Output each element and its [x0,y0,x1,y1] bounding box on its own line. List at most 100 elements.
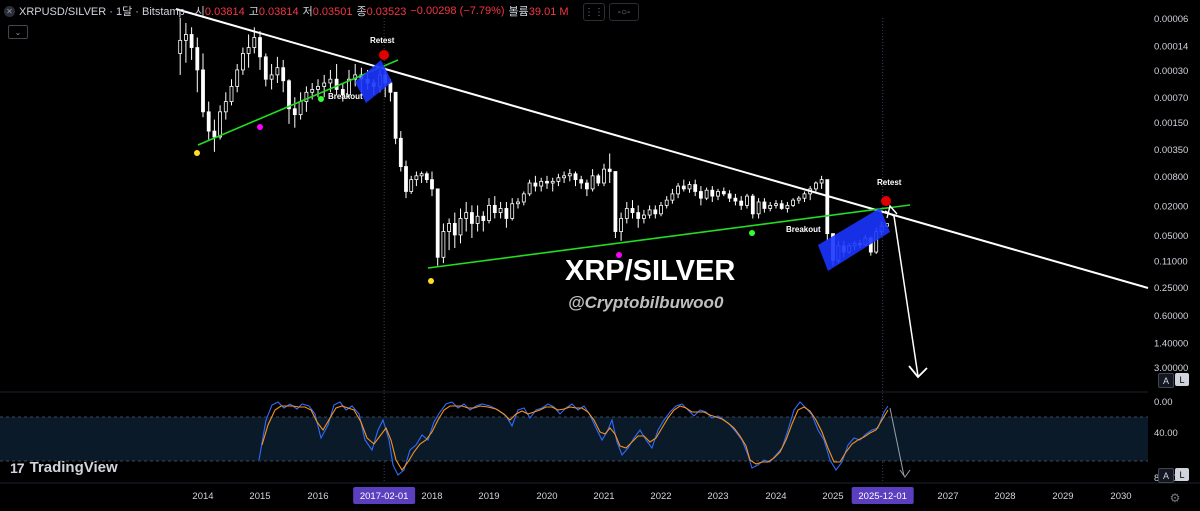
candle [275,56,280,83]
candle [414,171,419,187]
grid-dots-icon[interactable]: ⋮⋮ [583,3,605,21]
candle-body [316,85,320,90]
grid-layer [0,18,1200,484]
candle-body [414,175,419,181]
auto-scale-button[interactable]: A [1158,373,1174,388]
support-line-2 [427,204,911,269]
open-number: 0.03814 [204,6,245,18]
candle [223,92,228,120]
stoch-auto-scale-button[interactable]: A [1158,468,1174,483]
candle [452,212,457,249]
candle [699,186,703,206]
candle-body [409,179,414,192]
candle [424,171,429,184]
drawing-toolbar: ⋮⋮ -○- [583,3,639,21]
candle [464,201,469,232]
price-tick-label: 0.00350 [1154,145,1188,156]
time-tick-label: 2021 [593,491,614,502]
candle [435,188,440,266]
candle [218,105,223,140]
pivot-dot [257,124,263,130]
candle-body [556,177,561,182]
candle [183,22,188,63]
high-value: 고0.03814 [249,3,299,19]
candle [322,74,327,98]
candle-body [762,201,767,209]
candle [785,201,790,213]
candle [602,163,606,187]
candle-body [498,208,503,213]
candle-body [585,182,589,190]
open-label: 시 [194,6,205,18]
volume-value: 볼륨39.01 M [509,3,569,19]
candle [516,198,520,209]
candle [716,188,720,201]
candle [556,173,561,187]
candle-body [510,203,515,219]
stoch-d-line [261,405,889,471]
candle-body [178,39,183,54]
candle-body [223,101,228,113]
candle-body [504,208,509,219]
candle [727,190,732,202]
candle-body [481,215,486,221]
candle [768,201,773,212]
annotation-label: Retest [370,36,395,45]
candle [710,186,715,202]
candle [527,179,532,197]
time-tick-label: 2023 [707,491,728,502]
time-axis[interactable]: 2014 2015 2016 2018 2019 2020 2021 2022 2023 2024… [192,487,1132,504]
gear-icon[interactable]: ⚙ [1169,491,1181,505]
candle [521,191,526,206]
candle-body [745,195,749,206]
time-tick-label: 2022 [650,491,671,502]
candle [779,200,784,210]
candle [607,153,612,184]
candle-body [750,195,755,215]
line-tool-icon[interactable]: -○- [609,3,639,21]
high-label: 고 [248,6,259,18]
candle-body [447,223,452,232]
candle-body [607,168,612,172]
candle-body [527,182,532,195]
candle-body [424,173,429,181]
candle [458,208,463,244]
candle-body [269,74,274,80]
price-axis[interactable]: 0.00006 0.00014 0.00030 0.00070 0.00150 0.003… [1154,14,1188,374]
symbol-title[interactable]: XRPUSD/SILVER · 1달 · Bitstamp [19,6,185,18]
candle [235,64,240,93]
tradingview-logo[interactable]: 17 TradingView [10,459,118,476]
time-tick-label: 2019 [478,491,499,502]
chevron-down-icon[interactable]: ⌄ [8,25,28,39]
log-scale-button[interactable]: L [1175,373,1189,386]
candle-body [562,175,566,179]
candle [533,175,538,192]
candle [545,175,549,189]
stoch-log-scale-button[interactable]: L [1175,468,1189,481]
candle-body [298,101,303,116]
candle [287,79,291,124]
candle-body [195,47,200,71]
candle [745,193,749,209]
pivot-dot [428,278,434,284]
candle-body [183,34,188,41]
candle-body [687,184,692,190]
candle-body [388,82,393,93]
candle [687,181,692,193]
candle [419,171,424,184]
candle-body [246,47,251,54]
candle-body [550,180,555,184]
volume-number: 39.01 M [528,6,569,18]
candle-body [452,223,457,236]
candle [774,200,778,209]
candle-body [464,212,469,219]
candle [613,171,618,239]
candle [814,181,818,192]
candle-body [642,214,646,219]
candle [619,212,623,241]
symbol-header[interactable]: ✕ XRPUSD/SILVER · 1달 · Bitstamp 시0.03814… [4,2,569,20]
price-tick-label: 0.00070 [1154,93,1188,104]
candle [762,198,767,213]
